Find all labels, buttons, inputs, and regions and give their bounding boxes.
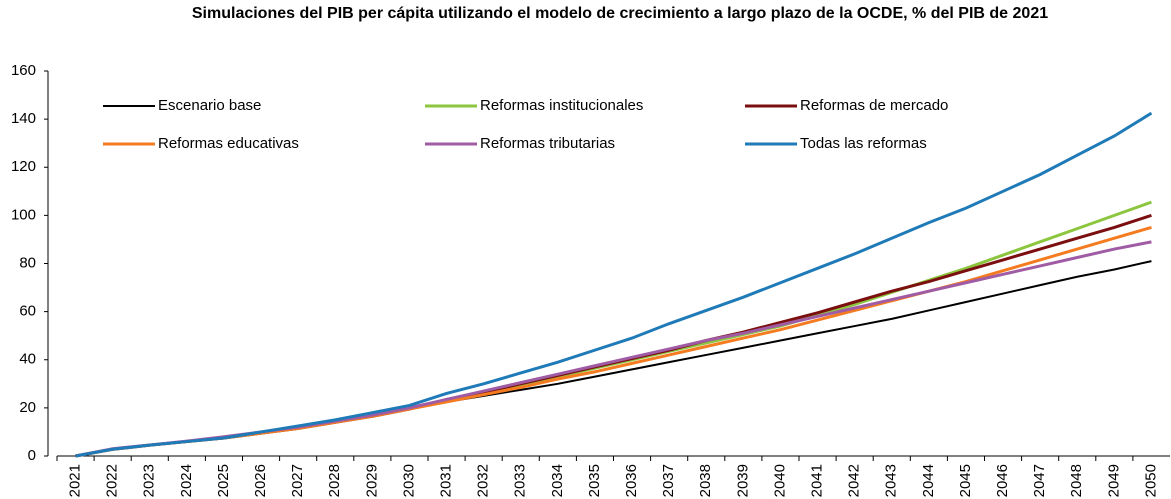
x-tick-label: 2045 (957, 464, 974, 497)
x-tick-label: 2027 (289, 464, 306, 497)
x-tick-label: 2046 (994, 464, 1011, 497)
x-tick-label: 2033 (512, 464, 529, 497)
legend-label: Reformas institucionales (480, 97, 643, 114)
x-tick-label: 2028 (326, 464, 343, 497)
x-tick-label: 2035 (586, 464, 603, 497)
x-tick-label: 2040 (771, 464, 788, 497)
series-line (75, 213, 1152, 458)
y-tick-label: 40 (19, 351, 36, 368)
y-tick-label: 100 (11, 206, 36, 223)
x-tick-label: 2037 (660, 464, 677, 497)
x-tick-label: 2039 (734, 464, 751, 497)
x-tick-label: 2024 (178, 464, 195, 497)
x-tick-label: 2049 (1105, 464, 1122, 497)
x-tick-label: 2048 (1068, 464, 1085, 497)
x-tick-label: 2043 (883, 464, 900, 497)
legend-label: Reformas tributarias (480, 135, 615, 152)
chart-title: Simulaciones del PIB per cápita utilizan… (191, 5, 1049, 22)
x-tick-label: 2044 (920, 464, 937, 497)
x-tick-label: 2021 (67, 464, 84, 497)
series-line (75, 225, 1152, 458)
y-tick-label: 140 (11, 110, 36, 127)
x-tick-label: 2032 (475, 464, 492, 497)
x-tick-label: 2042 (846, 464, 863, 497)
series-line (75, 260, 1152, 457)
x-tick-label: 2031 (438, 464, 455, 497)
legend-label: Escenario base (158, 97, 261, 114)
x-tick-label: 2038 (697, 464, 714, 497)
series-line (75, 200, 1152, 458)
x-tick-label: 2036 (623, 464, 640, 497)
x-tick-label: 2023 (141, 464, 158, 497)
x-tick-label: 2030 (400, 464, 417, 497)
y-tick-label: 20 (19, 399, 36, 416)
y-tick-label: 60 (19, 303, 36, 320)
y-tick-label: 120 (11, 158, 36, 175)
y-tick-label: 160 (11, 62, 36, 79)
series-line (75, 111, 1153, 458)
legend-label: Todas las reformas (800, 135, 927, 152)
x-tick-label: 2050 (1142, 464, 1159, 497)
x-tick-label: 2047 (1031, 464, 1048, 497)
legend-label: Reformas de mercado (800, 97, 948, 114)
x-tick-label: 2022 (104, 464, 121, 497)
x-tick-label: 2026 (252, 464, 269, 497)
x-tick-label: 2034 (549, 464, 566, 497)
y-tick-label: 0 (28, 447, 36, 464)
y-tick-label: 80 (19, 254, 36, 271)
x-tick-label: 2025 (215, 464, 232, 497)
x-tick-label: 2041 (809, 464, 826, 497)
x-tick-label: 2029 (363, 464, 380, 497)
legend-label: Reformas educativas (158, 135, 299, 152)
